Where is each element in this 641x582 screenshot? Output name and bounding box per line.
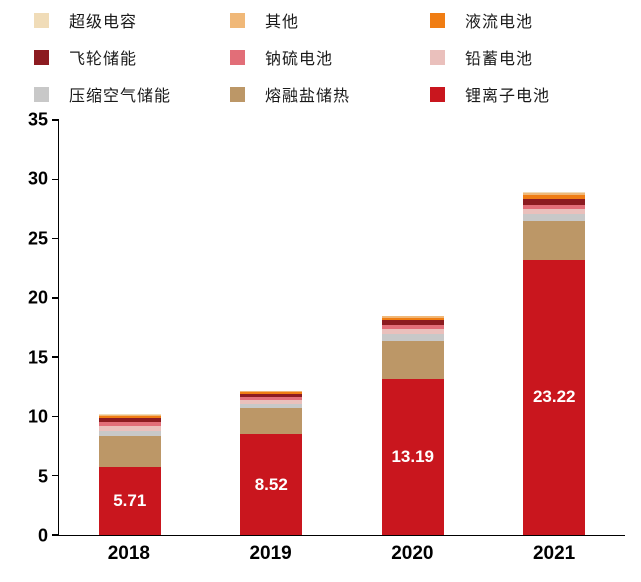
legend-item: 锂离子电池 — [430, 82, 630, 106]
y-tick-mark — [52, 297, 59, 299]
bar-segment-压缩空气储能 — [381, 334, 444, 341]
bar-segment-超级电容 — [240, 390, 303, 392]
legend-label: 钠硫电池 — [265, 51, 334, 68]
legend-swatch-icon — [34, 49, 49, 65]
y-tick-label: 0 — [37, 525, 48, 546]
legend-item: 液流电池 — [430, 8, 630, 32]
legend-label: 其他 — [265, 14, 300, 31]
x-category-label: 2019 — [249, 543, 292, 564]
bar-segment-熔融盐储热 — [381, 340, 444, 379]
legend-label: 超级电容 — [69, 14, 138, 31]
bar-segment-飞轮储能 — [240, 393, 303, 398]
y-tick-label: 15 — [27, 347, 48, 368]
y-tick-mark — [52, 237, 59, 240]
bar-segment-熔融盐储热 — [98, 436, 161, 468]
bar-segment-铅蓄电池 — [98, 425, 161, 431]
legend-swatch-icon — [230, 49, 245, 65]
legend-swatch-icon — [430, 49, 445, 65]
legend-item: 压缩空气储能 — [34, 82, 230, 106]
bar-segment-铅蓄电池 — [240, 400, 303, 404]
y-tick-mark — [52, 474, 59, 477]
legend-label: 锂离子电池 — [465, 88, 551, 105]
legend-swatch-icon — [230, 12, 245, 28]
bar-segment-压缩空气储能 — [240, 403, 303, 408]
y-tick-label: 25 — [27, 228, 48, 249]
bar-segment-铅蓄电池 — [381, 328, 444, 335]
y-tick-label: 20 — [27, 287, 48, 308]
legend-label: 压缩空气储能 — [69, 88, 172, 105]
legend-label: 液流电池 — [465, 14, 534, 31]
bar-2019: 8.52 — [240, 120, 303, 535]
x-axis-labels: 2018 2019 2020 2021 — [58, 543, 625, 565]
y-tick-label: 10 — [27, 406, 48, 427]
bar-segment-钠硫电池 — [523, 204, 586, 209]
bar-segment-液流电池 — [381, 317, 444, 320]
bar-2018: 5.71 — [98, 120, 161, 535]
legend-swatch-icon — [430, 12, 445, 28]
bar-segment-超级电容 — [381, 315, 444, 317]
y-tick-mark — [52, 178, 59, 181]
bar-segment-液流电池 — [240, 392, 303, 394]
bar-segment-飞轮储能 — [523, 198, 586, 205]
legend-swatch-icon — [34, 86, 49, 102]
y-tick-mark — [52, 534, 59, 536]
legend-item: 飞轮储能 — [34, 45, 230, 69]
legend-swatch-icon — [230, 86, 245, 102]
x-category-label: 2018 — [107, 543, 151, 564]
bar-segment-熔融盐储热 — [523, 220, 586, 260]
y-tick-mark — [52, 415, 59, 418]
bar-segment-液流电池 — [523, 195, 586, 199]
bar-segment-液流电池 — [98, 415, 161, 418]
bar-segment-熔融盐储热 — [240, 407, 303, 434]
legend-item: 超级电容 — [34, 8, 230, 32]
x-category-label: 2021 — [532, 543, 576, 564]
legend-label: 铅蓄电池 — [465, 51, 534, 68]
bar-segment-超级电容 — [523, 192, 586, 194]
bar-segment-锂离子电池 — [381, 378, 444, 535]
bar-segment-锂离子电池 — [240, 433, 303, 535]
bar-segment-钠硫电池 — [381, 324, 444, 329]
bar-2020: 13.19 — [381, 120, 444, 535]
legend-swatch-icon — [34, 12, 49, 28]
bar-segment-其他 — [240, 391, 303, 393]
bar-segment-其他 — [523, 193, 586, 196]
legend-label: 飞轮储能 — [69, 51, 138, 68]
legend-label: 熔融盐储热 — [265, 88, 351, 105]
y-axis-labels: 0 5 10 15 20 25 30 35 — [0, 110, 48, 546]
bar-segment-钠硫电池 — [98, 422, 161, 426]
bar-segment-其他 — [381, 316, 444, 318]
x-category-label: 2020 — [391, 543, 434, 564]
y-tick-label: 5 — [37, 466, 48, 487]
legend-item: 钠硫电池 — [230, 45, 430, 69]
bar-2021: 23.22 — [523, 120, 586, 535]
y-tick-label: 35 — [27, 109, 48, 130]
legend-item: 铅蓄电池 — [430, 45, 630, 69]
bar-segment-锂离子电池 — [523, 259, 586, 535]
plot-area: 5.71 8.52 13.19 23.22 — [52, 119, 625, 536]
legend-item: 其他 — [230, 8, 430, 32]
chart-legend: 超级电容 其他 液流电池飞轮储能 钠硫电池 铅蓄电池压缩空气储能 熔融盐储热 锂离子电池 — [34, 8, 631, 106]
y-tick-label: 30 — [27, 168, 48, 189]
y-tick-mark — [52, 356, 59, 358]
bar-segment-飞轮储能 — [381, 319, 444, 325]
bar-segment-飞轮储能 — [98, 417, 161, 423]
legend-swatch-icon — [430, 86, 445, 102]
bar-segment-其他 — [98, 414, 161, 416]
y-tick-mark — [52, 119, 59, 121]
legend-item: 熔融盐储热 — [230, 82, 430, 106]
bar-segment-压缩空气储能 — [98, 430, 161, 437]
bar-segment-钠硫电池 — [240, 397, 303, 401]
bar-segment-压缩空气储能 — [523, 214, 586, 221]
bar-segment-铅蓄电池 — [523, 208, 586, 215]
bar-segment-锂离子电池 — [98, 467, 161, 535]
bar-segment-超级电容 — [98, 414, 161, 415]
